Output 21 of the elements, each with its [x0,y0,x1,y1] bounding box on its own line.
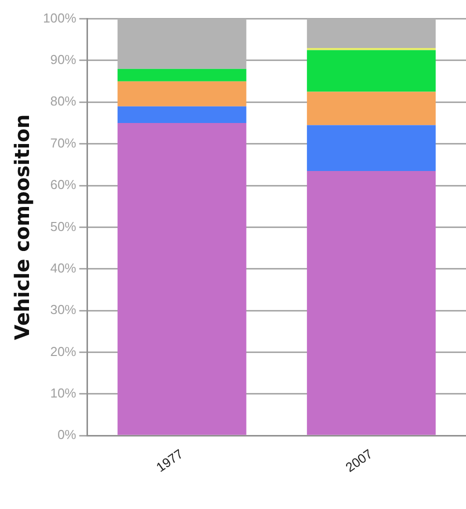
bar [306,125,436,171]
y-tick-label: 100% [43,10,77,26]
y-tick-label: 40% [50,260,77,276]
y-tick-label: 10% [50,386,77,401]
bar [306,48,436,50]
y-axis-title: Vehicle composition [10,114,34,340]
y-tick-label: 20% [50,344,77,359]
y-tick-label: 0% [57,427,77,442]
bar [306,170,436,435]
y-tick-label: 90% [50,52,77,68]
bar [118,123,246,435]
y-tick-label: 30% [50,302,77,318]
bar [118,81,246,106]
bar [118,68,246,82]
y-tick-label: 80% [50,94,77,109]
bar [118,106,246,124]
y-tick-label: 50% [50,218,77,234]
y-tick-label: 70% [50,135,77,150]
bar [306,92,436,126]
y-tick-label: 60% [50,177,77,192]
bar [306,50,436,92]
